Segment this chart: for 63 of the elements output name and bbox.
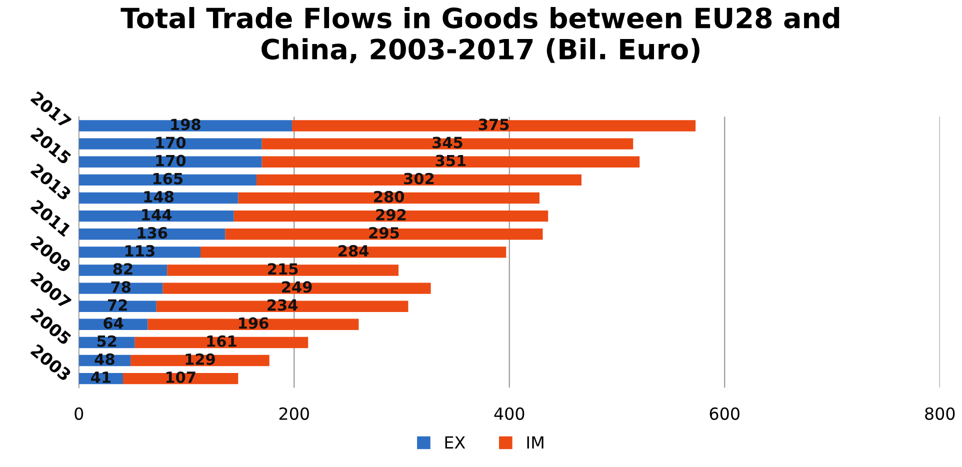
bar: [78, 282, 163, 294]
data-label: 198: [171, 118, 200, 130]
x-tick-label: 600: [710, 407, 740, 420]
data-label: 136: [138, 227, 168, 239]
bar: [148, 318, 359, 330]
data-label: 196: [239, 317, 268, 329]
data-label: 292: [376, 208, 406, 220]
bar: [78, 210, 234, 222]
data-label: 284: [338, 245, 369, 257]
bar: [262, 138, 634, 150]
bar: [225, 228, 543, 240]
bar: [162, 282, 431, 294]
bar: [78, 228, 226, 240]
bar: [78, 246, 200, 258]
data-label: 107: [166, 371, 196, 384]
data-label: 48: [94, 353, 114, 365]
data-label: 78: [111, 281, 131, 293]
data-label: 295: [369, 227, 399, 239]
bar: [78, 156, 262, 168]
data-label: 345: [432, 136, 462, 148]
bar: [134, 336, 308, 348]
bar: [78, 192, 238, 204]
data-label: 113: [125, 245, 154, 257]
chart-title: Total Trade Flows in Goods between EU28 and China, 2003-2017 (Bil. Euro): [120, 7, 840, 64]
data-label: 64: [104, 317, 124, 329]
bar: [78, 264, 168, 276]
x-tick-label: 0: [74, 407, 84, 420]
data-label: 170: [156, 154, 186, 166]
data-label: 52: [97, 335, 116, 347]
bar: [78, 120, 292, 132]
data-label: 249: [282, 281, 312, 293]
data-label: 170: [156, 136, 186, 148]
bar: [256, 174, 582, 186]
data-label: 41: [91, 372, 111, 383]
bar: [167, 264, 399, 276]
data-label: 351: [436, 154, 466, 166]
data-label: 161: [207, 335, 236, 347]
legend-label: IM: [527, 436, 544, 449]
bar: [130, 354, 270, 366]
legend-label: EX: [445, 436, 466, 449]
bar: [292, 120, 696, 132]
x-tick-label: 400: [494, 407, 524, 420]
bar: [238, 192, 540, 204]
data-label: 129: [186, 353, 215, 365]
bar: [78, 300, 156, 312]
data-label: 165: [153, 172, 183, 184]
bar: [78, 174, 256, 186]
bar: [156, 300, 408, 312]
data-label: 148: [144, 190, 174, 202]
data-label: 234: [268, 299, 298, 311]
bar: [234, 210, 548, 222]
data-label: 82: [113, 263, 132, 275]
data-label: 144: [142, 209, 172, 220]
data-label: 215: [268, 263, 298, 275]
bar: [200, 246, 506, 258]
bar: [78, 138, 262, 150]
data-label: 280: [374, 190, 404, 202]
x-tick-label: 800: [925, 407, 955, 420]
bar: [262, 156, 640, 168]
data-label: 375: [478, 118, 509, 130]
x-tick-label: 200: [279, 407, 309, 420]
data-label: 72: [108, 299, 127, 311]
data-label: 302: [404, 172, 434, 184]
